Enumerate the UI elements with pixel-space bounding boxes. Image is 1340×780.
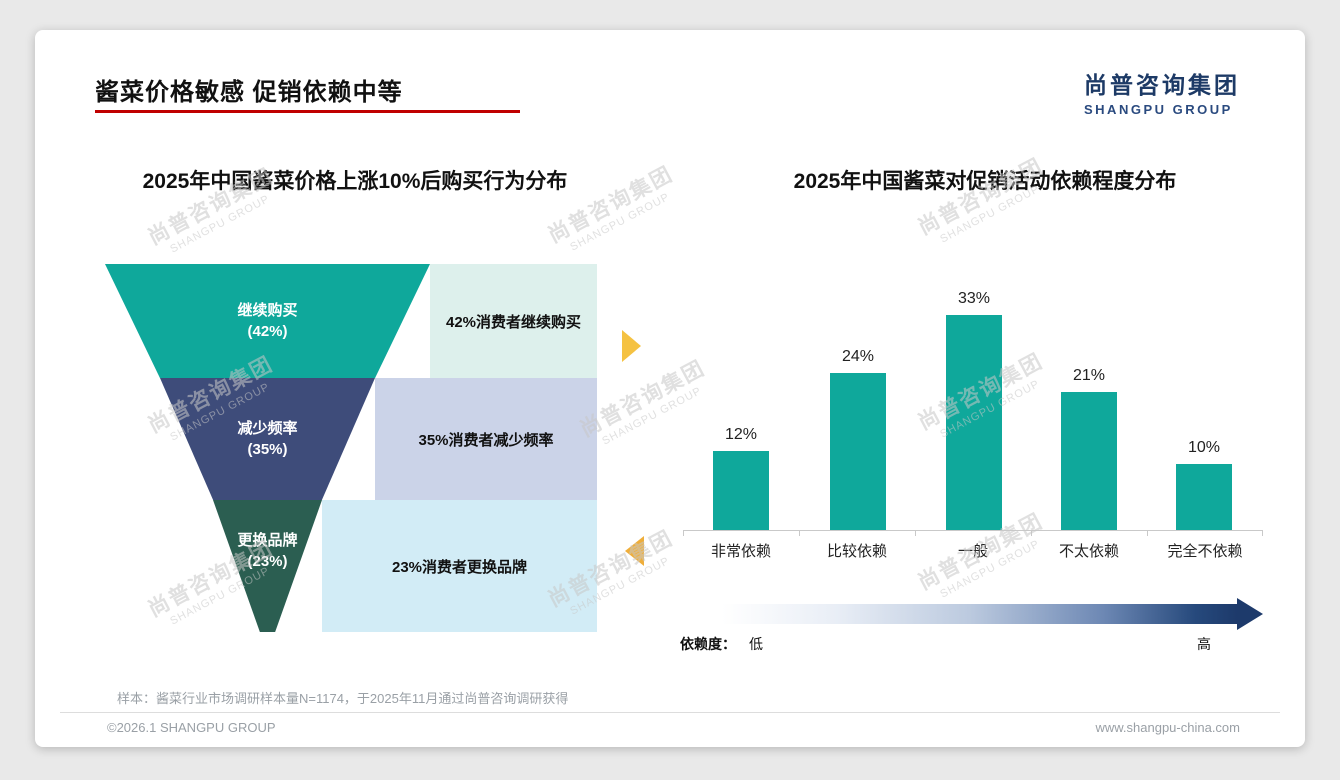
bar <box>1176 464 1232 530</box>
bar-value-label: 24% <box>841 348 875 365</box>
copyright-text: ©2026.1 SHANGPU GROUP <box>107 720 276 735</box>
funnel-level-1-label: 继续购买 <box>237 302 298 319</box>
company-logo: 尚普咨询集团 SHANGPU GROUP <box>1084 66 1240 117</box>
dependence-low-label: 低 <box>749 636 763 652</box>
funnel-level-3: 更换品牌 (23%) <box>213 500 322 632</box>
funnel-level-2: 减少频率 (35%) <box>160 378 375 500</box>
yellow-right-arrow-icon <box>622 330 641 362</box>
dependence-gradient-arrowhead-icon <box>1237 598 1263 630</box>
logo-chinese-name: 尚普咨询集团 <box>1084 72 1240 98</box>
bar-column: 33% <box>946 290 1002 530</box>
funnel-annotation-2-text: 35%消费者减少频率 <box>418 431 554 449</box>
funnel-level-1: 继续购买 (42%) <box>105 264 430 378</box>
page-title: 酱菜价格敏感 促销依赖中等 <box>95 79 403 106</box>
dependence-axis-label: 依赖度： <box>680 636 736 652</box>
title-accent-underline <box>95 110 520 113</box>
bar-column: 21% <box>1061 290 1117 530</box>
funnel-level-2-label: 减少频率 <box>237 420 298 437</box>
bar-chart-title: 2025年中国酱菜对促销活动依赖程度分布 <box>793 170 1177 193</box>
bar-chart-plot: 12% 24% 33% 21% 10% <box>683 290 1263 530</box>
category-label: 不太依赖 <box>1058 543 1119 560</box>
x-axis-labels: 非常依赖 比较依赖 一般 不太依赖 完全不依赖 <box>683 540 1263 561</box>
dependence-high-label: 高 <box>1197 636 1211 652</box>
bar-value-label: 12% <box>724 426 758 443</box>
axis-tick <box>683 531 684 536</box>
funnel-annotation-2: 35%消费者减少频率 <box>375 378 597 500</box>
funnel-annotation-1: 42%消费者继续购买 <box>430 264 597 378</box>
logo-english-name: SHANGPU GROUP <box>1084 102 1233 117</box>
dependence-gradient-arrow <box>722 604 1237 624</box>
yellow-left-arrow-icon <box>625 536 644 566</box>
category-label: 完全不依赖 <box>1167 543 1243 560</box>
funnel-annotation-3-text: 23%消费者更换品牌 <box>391 558 528 576</box>
bar-value-label: 10% <box>1187 439 1221 456</box>
funnel-annotation-1-text: 42%消费者继续购买 <box>445 313 582 331</box>
watermark-en: SHANGPU GROUP <box>938 537 1042 601</box>
bar <box>830 373 886 530</box>
sample-note: 样本：酱菜行业市场调研样本量N=1174，于2025年11月通过尚普咨询调研获得 <box>117 691 569 706</box>
bar-value-label: 33% <box>957 290 991 307</box>
bar-column: 24% <box>830 290 886 530</box>
funnel-level-3-label: 更换品牌 <box>237 532 298 549</box>
axis-tick <box>1147 531 1148 536</box>
slide-card: 尚普咨询集团 SHANGPU GROUP 尚普咨询集团 SHANGPU GROUP … <box>35 30 1305 747</box>
bar <box>713 451 769 530</box>
funnel-level-2-value: (35%) <box>247 441 288 458</box>
footer-divider <box>60 712 1280 713</box>
watermark-cn: 尚普咨询集团 <box>914 154 1048 240</box>
axis-tick <box>915 531 916 536</box>
bar-column: 12% <box>713 290 769 530</box>
axis-tick <box>1031 531 1032 536</box>
funnel-level-1-value: (42%) <box>247 323 288 340</box>
axis-tick <box>1262 531 1263 536</box>
x-axis <box>683 530 1263 536</box>
bar <box>1061 392 1117 530</box>
bar <box>946 315 1002 530</box>
category-label: 非常依赖 <box>710 543 771 560</box>
bar-column: 10% <box>1176 290 1232 530</box>
funnel-annotation-3: 23%消费者更换品牌 <box>322 500 597 632</box>
category-label: 比较依赖 <box>826 543 887 560</box>
website-link: www.shangpu-china.com <box>1095 720 1240 735</box>
funnel-level-3-value: (23%) <box>247 553 288 570</box>
bar-value-label: 21% <box>1072 367 1106 384</box>
category-label: 一般 <box>957 543 988 560</box>
axis-tick <box>799 531 800 536</box>
watermark: 尚普咨询集团 SHANGPU GROUP <box>894 140 1073 262</box>
funnel-chart-title: 2025年中国酱菜价格上涨10%后购买行为分布 <box>142 170 568 193</box>
